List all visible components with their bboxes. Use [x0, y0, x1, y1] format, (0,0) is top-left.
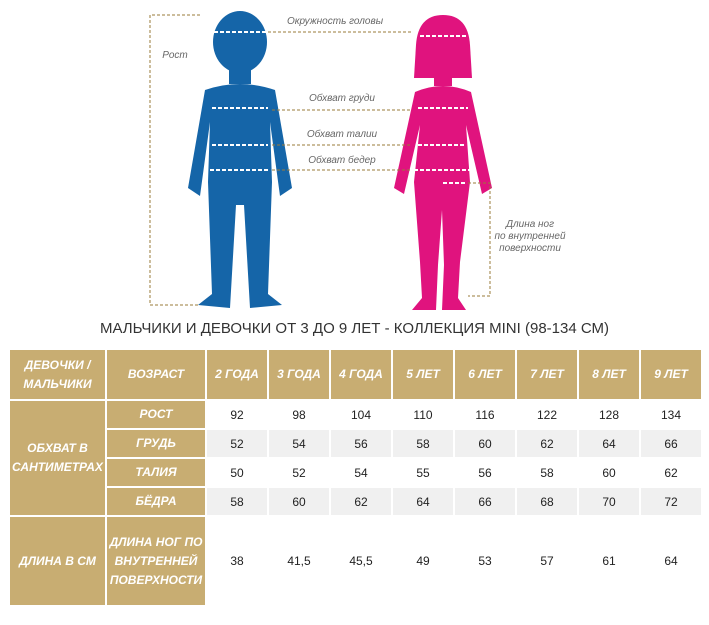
height-label: Рост	[162, 50, 187, 61]
value-cell: 57	[515, 515, 579, 607]
value-cell: 60	[577, 457, 641, 488]
header-cell: 2 ГОДА	[205, 348, 269, 401]
value-cell: 54	[267, 428, 331, 459]
value-cell: 60	[453, 428, 517, 459]
row-label: БЁДРА	[105, 486, 207, 517]
value-cell: 134	[639, 399, 703, 430]
value-cell: 49	[391, 515, 455, 607]
measure-lines	[210, 31, 470, 184]
value-cell: 54	[329, 457, 393, 488]
value-cell: 38	[205, 515, 269, 607]
row-label: РОСТ	[105, 399, 207, 430]
waist-label: Обхват талии	[307, 128, 378, 140]
value-cell: 104	[329, 399, 393, 430]
header-cell: 3 ГОДА	[267, 348, 331, 401]
leg-label: Длина ног	[505, 219, 554, 230]
value-cell: 66	[639, 428, 703, 459]
header-cell: 5 ЛЕТ	[391, 348, 455, 401]
value-cell: 41,5	[267, 515, 331, 607]
value-cell: 56	[329, 428, 393, 459]
group-label: ДЛИНА В СМ	[8, 515, 107, 607]
value-cell: 52	[267, 457, 331, 488]
value-cell: 68	[515, 486, 579, 517]
header-cell: 7 ЛЕТ	[515, 348, 579, 401]
value-cell: 62	[515, 428, 579, 459]
value-cell: 66	[453, 486, 517, 517]
row-label: ГРУДЬ	[105, 428, 207, 459]
value-cell: 55	[391, 457, 455, 488]
data-row: ТАЛИЯ 50 52 54 55 56 58 60 62	[9, 457, 703, 488]
chest-label: Обхват груди	[309, 92, 375, 104]
title: МАЛЬЧИКИ И ДЕВОЧКИ ОТ 3 ДО 9 ЛЕТ - КОЛЛЕ…	[99, 320, 610, 337]
guide-lines	[149, 14, 491, 306]
row-label: ТАЛИЯ	[105, 457, 207, 488]
header-cell: 4 ГОДА	[329, 348, 393, 401]
data-row: ОБХВАТ В САНТИМЕТРАХ РОСТ 92 98 104 110 116 122…	[8, 399, 703, 517]
value-cell: 92	[205, 399, 269, 430]
illustration: Рост Окружность головы Обхват груди Обхв…	[149, 11, 566, 310]
value-cell: 58	[391, 428, 455, 459]
value-cell: 62	[639, 457, 703, 488]
value-cell: 58	[205, 486, 269, 517]
group-label: ОБХВАТ В САНТИМЕТРАХ	[8, 399, 107, 517]
value-cell: 98	[267, 399, 331, 430]
leg-label: по внутренней	[494, 231, 565, 242]
value-cell: 52	[205, 428, 269, 459]
data-row: ГРУДЬ 52 54 56 58 60 62 64 66	[9, 428, 703, 459]
data-row: БЁДРА 58 60 62 64 66 68 70 72	[9, 486, 703, 517]
value-cell: 128	[577, 399, 641, 430]
value-cell: 53	[453, 515, 517, 607]
header-cell: ДЕВОЧКИ / МАЛЬЧИКИ	[8, 348, 107, 401]
value-cell: 61	[577, 515, 641, 607]
value-cell: 122	[515, 399, 579, 430]
value-cell: 62	[329, 486, 393, 517]
header-cell: 8 ЛЕТ	[577, 348, 641, 401]
value-cell: 56	[453, 457, 517, 488]
value-cell: 64	[391, 486, 455, 517]
value-cell: 64	[639, 515, 703, 607]
header-row: ДЕВОЧКИ / МАЛЬЧИКИ ВОЗРАСТ 2 ГОДА 3 ГОДА 4 Г…	[8, 348, 703, 401]
boy-figure	[188, 11, 292, 308]
value-cell: 70	[577, 486, 641, 517]
value-cell: 116	[453, 399, 517, 430]
value-cell: 72	[639, 486, 703, 517]
header-cell: 9 ЛЕТ	[639, 348, 703, 401]
head-label: Окружность головы	[287, 16, 384, 27]
size-table: ДЕВОЧКИ / МАЛЬЧИКИ ВОЗРАСТ 2 ГОДА 3 ГОДА 4 Г…	[8, 348, 703, 607]
value-cell: 64	[577, 428, 641, 459]
hips-label: Обхват бедер	[308, 154, 376, 166]
header-cell: 6 ЛЕТ	[453, 348, 517, 401]
leg-label: поверхности	[499, 243, 561, 254]
value-cell: 45,5	[329, 515, 393, 607]
value-cell: 50	[205, 457, 269, 488]
row-label: ДЛИНА НОГ ПО ВНУТРЕННЕЙ ПОВЕРХНОСТИ	[105, 515, 207, 607]
value-cell: 60	[267, 486, 331, 517]
value-cell: 110	[391, 399, 455, 430]
header-cell: ВОЗРАСТ	[105, 348, 207, 401]
value-cell: 58	[515, 457, 579, 488]
data-row: ДЛИНА В СМ ДЛИНА НОГ ПО ВНУТРЕННЕЙ ПОВЕРХ…	[8, 515, 703, 607]
girl-figure	[394, 15, 492, 310]
